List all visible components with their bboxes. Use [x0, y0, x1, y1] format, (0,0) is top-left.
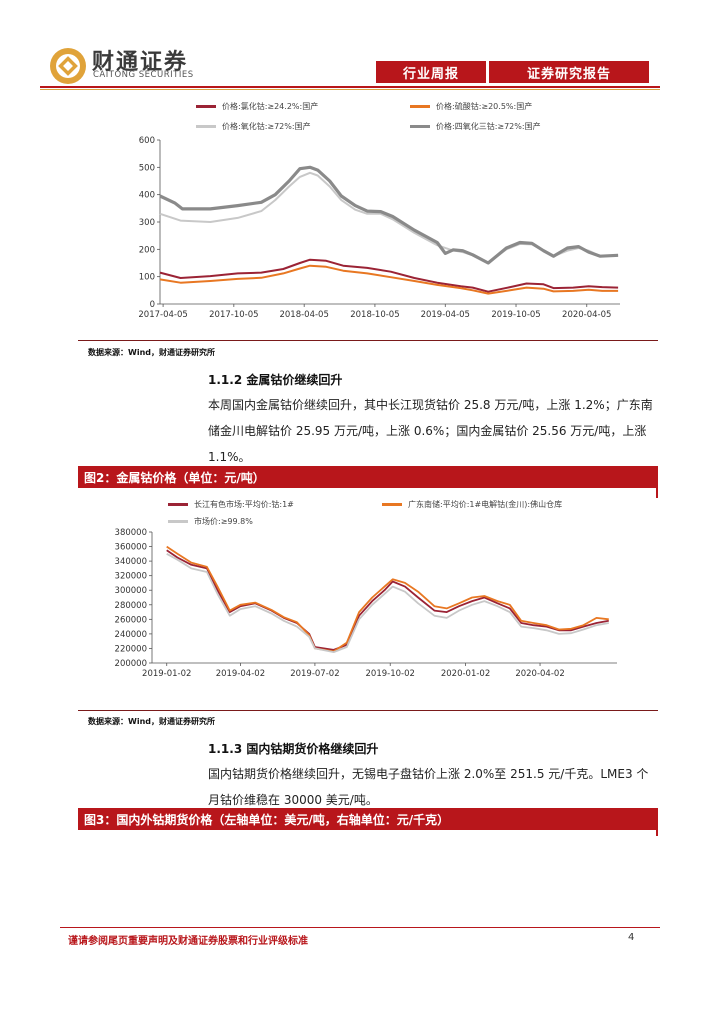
data-source-note: 数据来源：Wind，财通证券研究所: [88, 348, 215, 357]
series-line: [166, 549, 609, 651]
section-paragraph: 本周国内金属钴价继续回升，其中长江现货钴价 25.8 万元/吨，上涨 1.2%；…: [208, 398, 653, 464]
x-tick-label: 2019-10-02: [366, 669, 415, 679]
legend-item: 价格:硫酸钴:≥20.5%:国产: [410, 101, 532, 112]
figure-caption: 图2：金属钴价格（单位：元/吨）: [78, 466, 658, 488]
section-paragraph: 国内钴期货价格继续回升，无锡电子盘钴价上涨 2.0%至 251.5 元/千克。L…: [208, 767, 649, 807]
figure-divider: [78, 340, 658, 341]
series-line: [159, 258, 619, 293]
legend-label: 价格:硫酸钴:≥20.5%:国产: [436, 102, 533, 111]
x-tick-label: 2019-07-02: [290, 669, 339, 679]
x-tick-label: 2018-04-05: [279, 310, 328, 320]
legend-item: 市场价:≥99.8%: [168, 516, 253, 527]
y-tick-label: 280000: [115, 601, 147, 611]
legend-swatch: [196, 125, 216, 128]
legend-label: 价格:四氧化三钴:≥72%:国产: [436, 122, 541, 131]
series-line: [166, 545, 609, 653]
series-line: [159, 264, 619, 295]
x-tick-label: 2020-04-05: [562, 310, 611, 320]
x-tick-label: 2019-04-02: [216, 669, 265, 679]
header-divider-accent: [40, 89, 660, 90]
figure-caption: 图3：国内外钴期货价格（左轴单位：美元/吨，右轴单位：元/千克）: [78, 808, 658, 830]
logo-chinese-name: 财通证券: [92, 50, 189, 75]
y-tick-label: 260000: [115, 615, 147, 625]
legend-swatch: [382, 503, 402, 506]
x-tick-label: 2017-04-05: [138, 310, 187, 320]
data-source-note: 数据来源：Wind，财通证券研究所: [88, 717, 215, 726]
cobalt-compounds-price-chart: 0 100 200 300 400 500 600 2017-04-05 2017-10-05 2…: [138, 136, 620, 320]
y-tick-label: 500: [139, 163, 155, 173]
legend-label: 广东南储:平均价:1#电解钴(金川):佛山仓库: [408, 500, 563, 509]
figure-frame-edge: [656, 830, 658, 836]
y-tick-label: 100: [139, 273, 155, 283]
legend-item: 价格:氯化钴:≥24.2%:国产: [196, 101, 318, 112]
x-tick-label: 2020-04-02: [515, 669, 564, 679]
legend-item: 价格:四氧化三钴:≥72%:国产: [410, 121, 541, 132]
y-tick-label: 300: [139, 218, 155, 228]
y-tick-label: 200000: [115, 659, 147, 669]
legend-item: 价格:氧化钴:≥72%:国产: [196, 121, 311, 132]
footer-disclaimer: 谨请参阅尾页重要声明及财通证券股票和行业评级标准: [68, 936, 308, 947]
x-tick-label: 2018-10-05: [350, 310, 399, 320]
legend-label: 价格:氧化钴:≥72%:国产: [222, 122, 311, 131]
section-heading: 1.1.2 金属钴价继续回升: [208, 373, 343, 387]
legend-swatch: [168, 520, 188, 523]
y-tick-label: 0: [150, 300, 155, 310]
series-line: [166, 553, 609, 653]
y-tick-label: 320000: [115, 572, 147, 582]
legend-label: 长江有色市场:平均价:钴:1#: [194, 500, 294, 509]
figure-divider: [78, 710, 658, 711]
series-line: [159, 165, 619, 265]
page-number: 4: [628, 932, 635, 943]
y-tick-label: 380000: [115, 528, 147, 538]
header-divider: [40, 86, 660, 88]
legend-swatch: [410, 105, 430, 108]
figure-frame-edge: [656, 488, 658, 498]
caitong-logo-icon: [50, 48, 86, 84]
legend-item: 长江有色市场:平均价:钴:1#: [168, 499, 294, 510]
research-report-tab: 证券研究报告: [489, 61, 649, 83]
section-heading: 1.1.3 国内钴期货价格继续回升: [208, 742, 379, 756]
y-tick-label: 340000: [115, 557, 147, 567]
y-tick-label: 300000: [115, 586, 147, 596]
legend-swatch: [168, 503, 188, 506]
y-tick-label: 400: [139, 191, 155, 201]
x-tick-label: 2017-10-05: [209, 310, 258, 320]
footer-divider: [60, 927, 660, 928]
legend-item: 广东南储:平均价:1#电解钴(金川):佛山仓库: [382, 499, 562, 510]
x-tick-label: 2019-10-05: [491, 310, 540, 320]
legend-swatch: [196, 105, 216, 108]
y-tick-label: 240000: [115, 630, 147, 640]
y-tick-label: 200: [139, 245, 155, 255]
x-tick-label: 2020-01-02: [441, 669, 490, 679]
x-tick-label: 2019-01-02: [142, 669, 191, 679]
industry-weekly-tab: 行业周报: [376, 61, 486, 83]
y-tick-label: 600: [139, 136, 155, 146]
logo-english-name: CAITONG SECURITIES: [93, 70, 194, 80]
legend-label: 市场价:≥99.8%: [194, 517, 253, 526]
x-tick-label: 2019-04-05: [421, 310, 470, 320]
metal-cobalt-price-chart: 200000 220000 240000 260000 280000 300000 3200…: [115, 528, 617, 679]
y-tick-label: 360000: [115, 543, 147, 553]
series-line: [159, 171, 619, 264]
legend-label: 价格:氯化钴:≥24.2%:国产: [222, 102, 319, 111]
y-tick-label: 220000: [115, 644, 147, 654]
legend-swatch: [410, 125, 430, 128]
